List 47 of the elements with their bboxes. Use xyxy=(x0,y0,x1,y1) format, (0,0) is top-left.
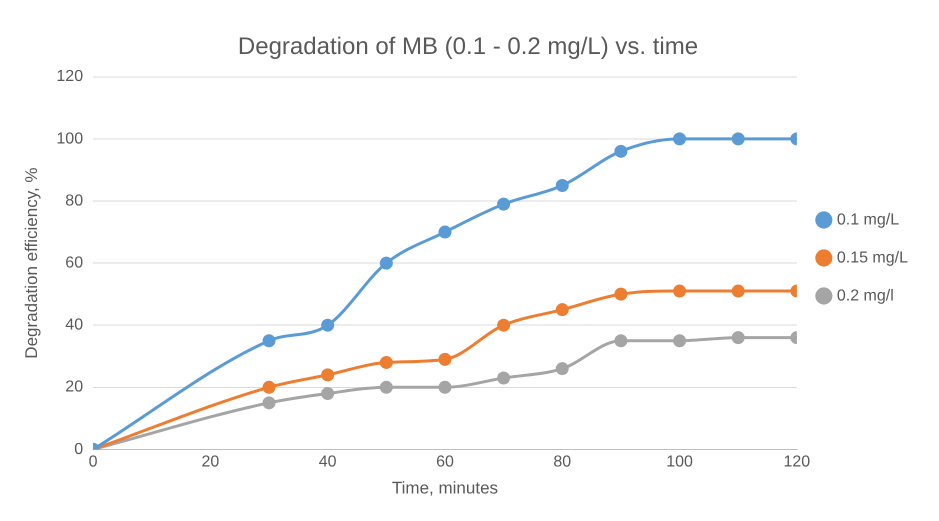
point xyxy=(380,256,393,270)
point xyxy=(262,380,276,394)
point xyxy=(614,144,628,158)
y-tick-label: 80 xyxy=(65,192,84,210)
point xyxy=(321,387,334,400)
chart-title: Degradation of MB (0.1 - 0.2 mg/L) vs. time xyxy=(238,33,698,60)
y-tick-label: 40 xyxy=(65,316,84,334)
x-axis-title: Time, minutes xyxy=(392,478,498,498)
x-tick-label: 120 xyxy=(783,453,810,470)
point xyxy=(673,334,686,348)
y-tick-label: 20 xyxy=(65,378,84,396)
point xyxy=(673,284,686,298)
point xyxy=(673,132,686,146)
point xyxy=(556,362,569,376)
x-tick-label: 60 xyxy=(436,453,454,470)
y-tick-label: 100 xyxy=(56,130,84,148)
point xyxy=(732,132,745,146)
point xyxy=(262,396,276,410)
point xyxy=(497,371,510,384)
point xyxy=(262,334,276,348)
point xyxy=(497,318,510,332)
point xyxy=(438,226,452,239)
point xyxy=(438,380,452,394)
point xyxy=(321,368,334,382)
legend-label: 0.15 mg/L xyxy=(836,249,908,266)
x-tick-label: 80 xyxy=(553,453,572,470)
point xyxy=(438,352,452,366)
point xyxy=(380,380,393,394)
y-tick-label: 120 xyxy=(56,68,84,86)
y-tick-label: 60 xyxy=(65,254,84,272)
point xyxy=(497,198,510,211)
x-tick-label: 40 xyxy=(318,453,337,470)
point xyxy=(321,318,334,332)
x-tick-label: 0 xyxy=(88,453,98,470)
y-tick-label: 0 xyxy=(74,440,84,458)
legend-label: 0.2 mg/l xyxy=(836,287,894,304)
x-tick-label: 20 xyxy=(201,453,220,470)
point xyxy=(556,303,569,316)
point xyxy=(380,356,393,369)
point xyxy=(556,178,569,192)
x-tick-label: 100 xyxy=(666,453,693,470)
y-axis-title: Degradation efficiency, % xyxy=(22,168,41,359)
point xyxy=(732,284,745,298)
point xyxy=(614,334,628,348)
legend-label: 0.1 mg/L xyxy=(836,211,900,228)
point xyxy=(614,288,628,301)
point xyxy=(732,331,745,344)
